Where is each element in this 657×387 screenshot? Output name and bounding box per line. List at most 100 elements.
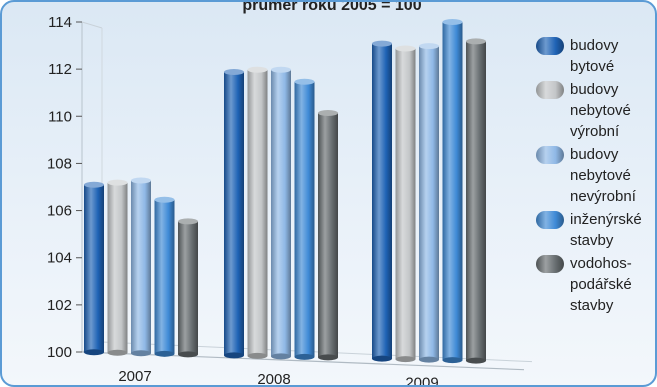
bar-body: [131, 180, 151, 354]
y-tick-label: 100: [47, 344, 72, 361]
bar-body: [318, 113, 338, 358]
legend-label: budovy: [570, 146, 619, 163]
bar: [271, 66, 291, 360]
bar: [395, 45, 416, 363]
legend-item: budovy bytové: [536, 37, 619, 75]
bar: [247, 66, 268, 359]
bar: [294, 78, 315, 360]
bar-top: [271, 66, 291, 73]
bar-body: [154, 199, 175, 354]
y-axis: 100 102 104 106 108 110 112 114: [47, 14, 82, 361]
bar-body: [395, 48, 416, 360]
y-tick-label: 106: [47, 203, 72, 220]
bar: [107, 179, 128, 356]
legend-swatch: [536, 255, 564, 273]
bar-top: [372, 40, 392, 47]
bar-top: [294, 78, 315, 85]
bar-base: [84, 349, 104, 356]
bar-top: [107, 179, 128, 186]
bar: [131, 177, 151, 357]
legend-label: nevýrobní: [570, 188, 637, 205]
bar: [178, 218, 198, 358]
bar-top: [247, 66, 268, 73]
bar-body: [271, 69, 291, 357]
bar-top: [154, 196, 175, 203]
bar-body: [372, 43, 392, 359]
legend-item: vodohos-podářské stavby: [536, 255, 632, 314]
bar-base: [131, 350, 151, 357]
chart-title: průměr roku 2005 = 100: [242, 2, 421, 14]
y-tick-label: 104: [47, 250, 72, 267]
legend-item: budovy nebytové výrobní: [536, 81, 631, 140]
legend-swatch: [536, 211, 564, 229]
bar-top: [224, 69, 244, 76]
bar-top: [419, 43, 439, 50]
bar-body: [419, 46, 439, 360]
bar-body: [107, 182, 128, 353]
y-tick-label: 112: [48, 61, 72, 78]
bar-base: [318, 354, 338, 361]
bar-body: [224, 72, 244, 356]
bar: [419, 43, 439, 363]
legend: budovy bytové budovy nebytové výrobní budovy n…: [536, 37, 642, 314]
bar-base: [107, 349, 128, 356]
bar-top: [131, 177, 151, 184]
y-tick-label: 110: [48, 108, 72, 125]
legend-item: budovy nebytové nevýrobní: [536, 146, 637, 205]
bar-base: [224, 352, 244, 359]
bar-base: [419, 356, 439, 363]
x-tick-label: 2008: [257, 371, 290, 387]
y-tick-label: 114: [48, 14, 72, 31]
bar-body: [178, 221, 198, 355]
frame-top-left: [81, 21, 103, 29]
bar-top: [395, 45, 416, 52]
legend-label: inženýrské: [570, 211, 642, 228]
legend-item: inženýrské stavby: [536, 211, 642, 249]
bar-body: [247, 69, 268, 356]
legend-label: podářské: [570, 276, 632, 293]
legend-swatch: [536, 146, 564, 164]
legend-label: nebytové: [570, 167, 631, 184]
legend-label: budovy: [570, 37, 619, 54]
bar-base: [372, 355, 392, 362]
legend-label: stavby: [570, 297, 614, 314]
bar: [466, 38, 486, 364]
y-tick-label: 102: [47, 297, 72, 314]
bar-top: [442, 19, 463, 25]
legend-swatch: [536, 37, 564, 55]
bar-base: [466, 357, 486, 364]
legend-label: výrobní: [570, 123, 620, 140]
bars: [84, 19, 486, 364]
bar-base: [294, 353, 315, 360]
legend-label: stavby: [570, 232, 614, 249]
legend-label: vodohos-: [570, 255, 632, 272]
bar-top: [466, 38, 486, 45]
bar: [154, 196, 175, 357]
legend-label: budovy: [570, 81, 619, 98]
bar-body: [84, 184, 104, 353]
bar-top: [84, 181, 104, 188]
bar-base: [271, 353, 291, 360]
bar-body: [466, 41, 486, 361]
bar: [442, 19, 463, 364]
legend-label: nebytové: [570, 102, 631, 119]
bar-base: [247, 352, 268, 359]
bar-body: [294, 81, 315, 357]
bar-top: [178, 218, 198, 225]
bar-top: [318, 110, 338, 117]
bar-base: [442, 357, 463, 364]
x-axis: 2007 2008 2009: [118, 368, 438, 387]
bar-base: [395, 356, 416, 363]
legend-swatch: [536, 81, 564, 99]
y-tick-label: 108: [47, 155, 72, 172]
bar: [224, 69, 244, 359]
legend-label: bytové: [570, 58, 614, 75]
bar-base: [154, 350, 175, 357]
bar: [318, 110, 338, 361]
bar-base: [178, 351, 198, 358]
x-tick-label: 2007: [118, 368, 151, 385]
bar-body: [442, 22, 463, 361]
bar: [372, 40, 392, 362]
